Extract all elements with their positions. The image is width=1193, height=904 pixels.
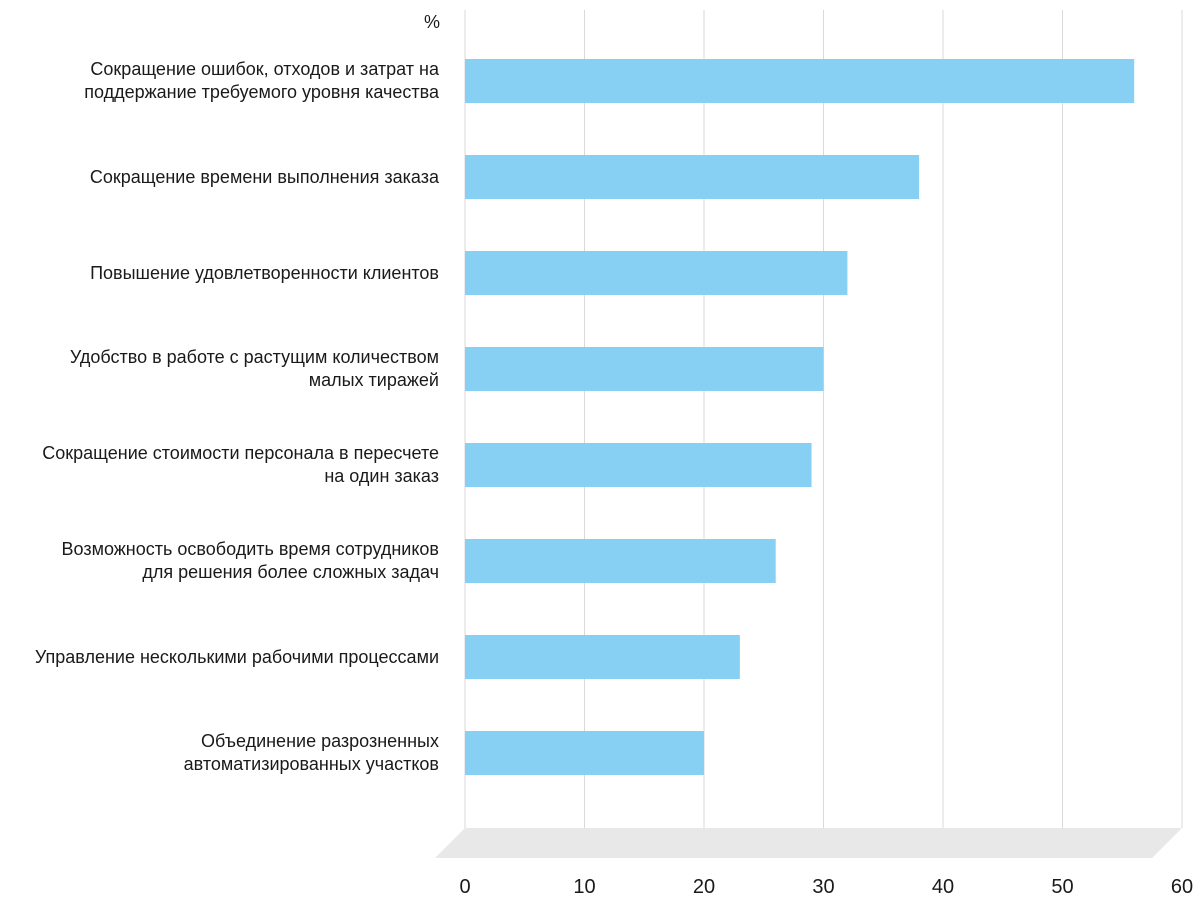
- category-label: Сокращение времени выполнения заказа: [0, 166, 439, 189]
- category-label-line: Объединение разрозненных: [200, 731, 439, 751]
- category-label-line: Возможность освободить время сотрудников: [61, 539, 439, 559]
- category-label: Сокращение стоимости персонала в пересче…: [0, 442, 439, 488]
- category-label-line: Удобство в работе с растущим количеством: [69, 347, 439, 367]
- x-tick-label: 0: [459, 876, 470, 898]
- category-label: Удобство в работе с растущим количеством…: [0, 346, 439, 392]
- unit-label: %: [424, 12, 441, 32]
- category-label: Объединение разрозненных автоматизированн…: [0, 730, 439, 776]
- bar: [465, 635, 740, 679]
- x-tick-label: 60: [1171, 876, 1193, 898]
- category-label: Повышение удовлетворенности клиентов: [0, 262, 439, 285]
- x-tick-label: 40: [932, 876, 954, 898]
- bar: [465, 539, 776, 583]
- category-label: Управление несколькими рабочими процесса…: [0, 646, 439, 669]
- category-label: Сокращение ошибок, отходов и затрат на по…: [0, 58, 439, 104]
- category-label-line: Сокращение стоимости персонала в пересче…: [42, 443, 439, 463]
- category-label-line: малых тиражей: [308, 370, 439, 390]
- category-label-line: Управление несколькими рабочими процесса…: [34, 646, 439, 667]
- x-tick-label: 10: [573, 876, 595, 898]
- x-tick-label: 30: [812, 876, 834, 898]
- category-label-line: для решения более сложных задач: [142, 562, 439, 582]
- category-label-line: автоматизированных участков: [183, 754, 439, 774]
- category-label-line: поддержание требуемого уровня качества: [84, 82, 439, 102]
- chart-floor: [435, 828, 1182, 858]
- bar: [465, 251, 848, 295]
- bar: [465, 731, 704, 775]
- category-label: Возможность освободить время сотрудников…: [0, 538, 439, 584]
- bar: [465, 59, 1135, 103]
- bar: [465, 443, 812, 487]
- x-tick-label: 50: [1051, 876, 1073, 898]
- category-label-line: Повышение удовлетворенности клиентов: [90, 262, 439, 283]
- x-tick-label: 20: [693, 876, 715, 898]
- category-label-line: Сокращение ошибок, отходов и затрат на: [90, 59, 439, 79]
- category-label-line: на один заказ: [324, 466, 439, 486]
- bar: [465, 155, 920, 199]
- bar: [465, 347, 824, 391]
- category-label-line: Сокращение времени выполнения заказа: [89, 166, 439, 187]
